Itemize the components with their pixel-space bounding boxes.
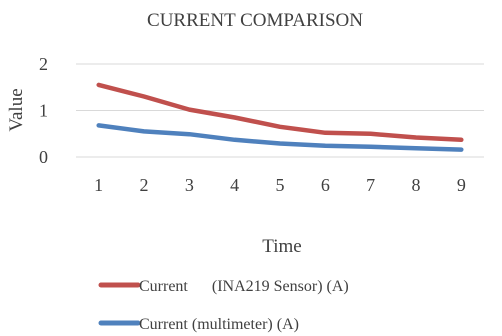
y-axis-label: Value [6, 88, 27, 131]
chart-title: CURRENT COMPARISON [147, 10, 363, 31]
y-tick-label: 2 [39, 54, 48, 74]
legend-item: Current (multimeter) (A) [98, 316, 299, 333]
x-tick-label: 9 [457, 175, 466, 195]
x-tick-label: 1 [94, 175, 103, 195]
x-tick-label: 3 [185, 175, 194, 195]
x-tick-label: 4 [230, 175, 239, 195]
x-tick-label: 5 [276, 175, 285, 195]
y-tick-label: 1 [39, 101, 48, 121]
series-lines [96, 82, 464, 152]
series-line-2 [96, 123, 464, 152]
legend: Current (INA219 Sensor) (A) Current (mult… [98, 278, 349, 333]
legend-item: Current (INA219 Sensor) (A) [98, 278, 349, 295]
x-axis-label: Time [262, 236, 301, 257]
x-tick-label: 6 [321, 175, 330, 195]
x-tick-label: 7 [366, 175, 375, 195]
legend-label: Current (INA219 Sensor) (A) [139, 278, 349, 295]
y-tick-label: 0 [39, 147, 48, 167]
x-tick-label: 8 [412, 175, 421, 195]
axes: 0 1 2 1 2 3 4 5 6 7 8 9 [39, 54, 484, 195]
gridlines [76, 63, 484, 111]
x-tick-label: 2 [140, 175, 149, 195]
series-line-1 [96, 82, 464, 143]
legend-label: Current (multimeter) (A) [139, 316, 299, 333]
